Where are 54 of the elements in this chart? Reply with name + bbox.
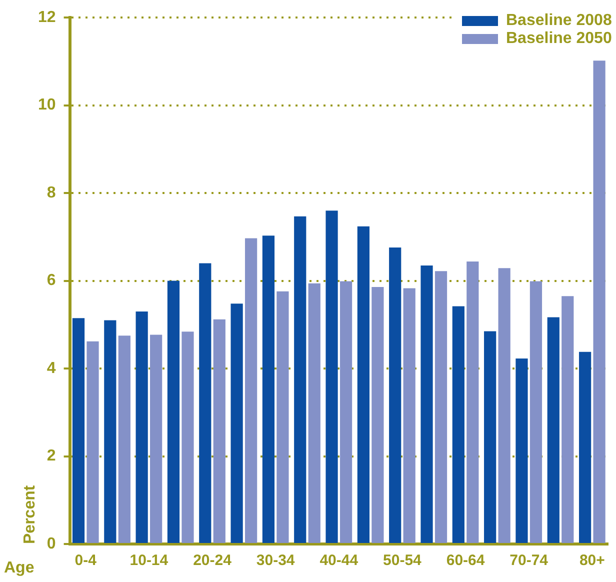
bar [294,216,306,543]
bar [182,332,194,543]
x-axis-title: Age [4,559,34,576]
y-tick-label: 6 [46,272,56,290]
x-tick-label: 0-4 [74,552,98,570]
y-tick-label: 0 [46,535,56,552]
bar [308,283,320,543]
bar [262,236,275,543]
bar [72,318,85,543]
x-tick-label: 70-74 [510,552,549,570]
bar [199,263,212,543]
bar [593,60,606,543]
bar [389,247,402,543]
bar [167,280,180,543]
legend-label: Baseline 2050 [506,30,612,48]
bar [136,312,148,543]
bar [530,281,542,543]
bar [357,226,370,543]
y-axis-title: Percent [21,484,38,544]
x-tick-label: 30-34 [256,552,296,570]
bar [516,358,528,543]
y-tick-label: 2 [46,448,56,465]
bar [230,304,243,543]
x-tick-label: 80+ [579,552,606,570]
bar [484,331,496,543]
bar [326,210,338,543]
bar [547,317,560,543]
bar [340,281,352,543]
bar [244,238,258,543]
bar [372,286,384,543]
bar [118,336,130,543]
bar [562,296,574,543]
bar [420,265,433,543]
x-tick-label: 60-64 [446,552,486,570]
bar [403,288,416,543]
bar [150,334,162,543]
bar [86,341,99,543]
x-tick-label: 20-24 [193,552,232,570]
bar [466,262,479,543]
x-tick-label: 50-54 [383,552,422,570]
bar [434,271,448,543]
y-tick-label: 12 [38,9,56,26]
bar [104,320,116,543]
bar [452,306,464,543]
legend-label: Baseline 2008 [506,12,612,30]
y-tick-label: 8 [46,184,56,202]
bar [498,268,510,543]
x-tick-label: 40-44 [320,552,359,570]
bar [578,352,592,543]
y-tick-label: 4 [46,360,56,377]
y-tick-label: 10 [38,96,56,114]
bar [276,291,289,543]
bar [213,319,226,543]
x-tick-label: 10-14 [130,552,169,570]
